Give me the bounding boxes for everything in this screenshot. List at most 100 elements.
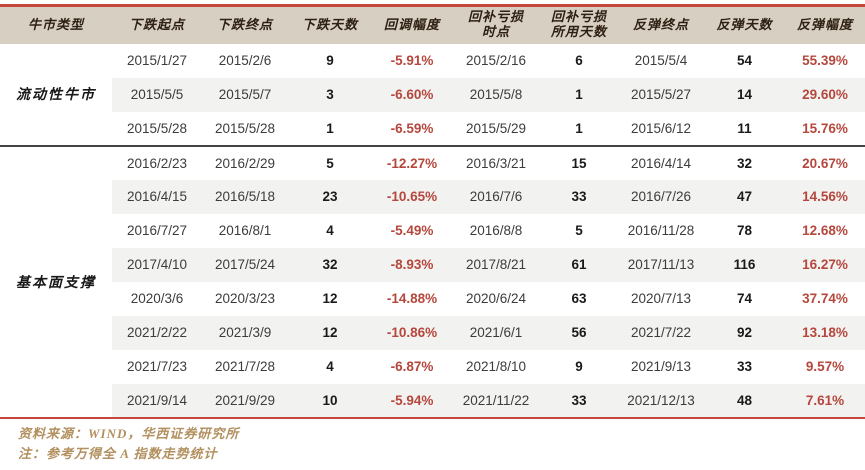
table-row: 2016/7/27 2016/8/1 4 -5.49% 2016/8/8 5 2016/11… xyxy=(0,213,865,248)
pullback-percent: -8.93% xyxy=(372,247,452,282)
loss-recovery-date: 2021/11/22 xyxy=(452,383,540,418)
decline-days: 4 xyxy=(288,349,372,384)
loss-recovery-days: 6 xyxy=(540,43,618,78)
rebound-percent: 29.60% xyxy=(785,77,865,112)
header-bull-market-type: 牛市类型 xyxy=(0,5,112,44)
rebound-percent: 15.76% xyxy=(785,111,865,146)
loss-recovery-date: 2016/7/6 xyxy=(452,179,540,214)
rebound-end-date: 2021/9/13 xyxy=(618,349,704,384)
rebound-percent: 16.27% xyxy=(785,247,865,282)
decline-start-date: 2017/4/10 xyxy=(112,247,202,282)
rebound-days: 32 xyxy=(704,144,785,180)
table-row: 基本面支撑 2016/2/23 2016/2/29 5 -12.27% 2016/3/21… xyxy=(0,144,865,418)
rebound-end-date: 2015/5/4 xyxy=(618,43,704,78)
loss-recovery-date: 2021/8/10 xyxy=(452,349,540,384)
rebound-days: 14 xyxy=(704,77,785,112)
method-note: 注：参考万得全 A 指数走势统计 xyxy=(18,445,218,461)
decline-start-date: 2016/4/15 xyxy=(112,179,202,214)
loss-recovery-days: 15 xyxy=(540,144,618,180)
loss-recovery-days: 9 xyxy=(540,349,618,384)
decline-start-date: 2021/9/14 xyxy=(112,383,202,418)
decline-end-date: 2016/8/1 xyxy=(202,213,288,248)
rebound-end-date: 2021/12/13 xyxy=(618,383,704,418)
table-row: 2016/4/15 2016/5/18 23 -10.65% 2016/7/6 33 201… xyxy=(0,179,865,214)
rebound-end-date: 2015/6/12 xyxy=(618,111,704,146)
decline-days: 32 xyxy=(288,247,372,282)
rebound-end-date: 2017/11/13 xyxy=(618,247,704,282)
table-row: 2021/9/14 2021/9/29 10 -5.94% 2021/11/22 33 20… xyxy=(0,383,865,418)
decline-days: 23 xyxy=(288,179,372,214)
loss-recovery-date: 2016/8/8 xyxy=(452,213,540,248)
decline-start-date: 2015/1/27 xyxy=(112,43,202,78)
header-rebound-days: 反弹天数 xyxy=(704,5,785,44)
loss-recovery-days: 33 xyxy=(540,179,618,214)
decline-days: 4 xyxy=(288,213,372,248)
decline-days: 1 xyxy=(288,111,372,146)
decline-days: 10 xyxy=(288,383,372,418)
rebound-end-date: 2020/7/13 xyxy=(618,281,704,316)
header-decline-end: 下跌终点 xyxy=(202,5,288,44)
loss-recovery-days: 1 xyxy=(540,111,618,146)
page: 牛市类型 下跌起点 下跌终点 下跌天数 回调幅度 回补亏损 时点 回补亏损 所用… xyxy=(0,4,865,470)
group-label: 基本面支撑 xyxy=(0,144,112,418)
table-row: 2021/7/23 2021/7/28 4 -6.87% 2021/8/10 9 2021/… xyxy=(0,349,865,384)
loss-recovery-days: 1 xyxy=(540,77,618,112)
rebound-percent: 13.18% xyxy=(785,315,865,350)
decline-start-date: 2021/2/22 xyxy=(112,315,202,350)
bull-market-pullback-table: 牛市类型 下跌起点 下跌终点 下跌天数 回调幅度 回补亏损 时点 回补亏损 所用… xyxy=(0,4,865,419)
header-rebound-end: 反弹终点 xyxy=(618,5,704,44)
header-decline-start: 下跌起点 xyxy=(112,5,202,44)
loss-recovery-date: 2015/5/8 xyxy=(452,77,540,112)
decline-end-date: 2015/5/7 xyxy=(202,77,288,112)
decline-days: 3 xyxy=(288,77,372,112)
decline-end-date: 2015/5/28 xyxy=(202,111,288,146)
rebound-end-date: 2016/7/26 xyxy=(618,179,704,214)
table-row: 2015/5/28 2015/5/28 1 -6.59% 2015/5/29 1 2015/… xyxy=(0,111,865,146)
pullback-percent: -14.88% xyxy=(372,281,452,316)
table-body: 流动性牛市 2015/1/27 2015/2/6 9 -5.91% 2015/2/16 6 2… xyxy=(0,43,865,418)
rebound-percent: 37.74% xyxy=(785,281,865,316)
decline-start-date: 2015/5/28 xyxy=(112,111,202,146)
pullback-percent: -5.94% xyxy=(372,383,452,418)
pullback-percent: -12.27% xyxy=(372,144,452,180)
decline-end-date: 2021/9/29 xyxy=(202,383,288,418)
source-note: 资料来源：WIND，华西证券研究所 xyxy=(18,425,240,441)
rebound-percent: 20.67% xyxy=(785,144,865,180)
header-decline-days: 下跌天数 xyxy=(288,5,372,44)
rebound-days: 11 xyxy=(704,111,785,146)
decline-end-date: 2021/3/9 xyxy=(202,315,288,350)
decline-start-date: 2020/3/6 xyxy=(112,281,202,316)
rebound-percent: 7.61% xyxy=(785,383,865,418)
decline-end-date: 2016/5/18 xyxy=(202,179,288,214)
decline-days: 9 xyxy=(288,43,372,78)
loss-recovery-date: 2015/2/16 xyxy=(452,43,540,78)
rebound-days: 78 xyxy=(704,213,785,248)
table-row: 2021/2/22 2021/3/9 12 -10.86% 2021/6/1 56 2021… xyxy=(0,315,865,350)
table-header: 牛市类型 下跌起点 下跌终点 下跌天数 回调幅度 回补亏损 时点 回补亏损 所用… xyxy=(0,5,865,44)
decline-start-date: 2015/5/5 xyxy=(112,77,202,112)
loss-recovery-date: 2017/8/21 xyxy=(452,247,540,282)
pullback-percent: -6.87% xyxy=(372,349,452,384)
loss-recovery-date: 2020/6/24 xyxy=(452,281,540,316)
pullback-percent: -10.65% xyxy=(372,179,452,214)
decline-start-date: 2021/7/23 xyxy=(112,349,202,384)
loss-recovery-date: 2015/5/29 xyxy=(452,111,540,146)
rebound-end-date: 2016/4/14 xyxy=(618,144,704,180)
table-row: 2015/5/5 2015/5/7 3 -6.60% 2015/5/8 1 2015/5/2… xyxy=(0,77,865,112)
rebound-percent: 12.68% xyxy=(785,213,865,248)
footnotes: 资料来源：WIND，华西证券研究所 注：参考万得全 A 指数走势统计 xyxy=(0,419,865,464)
decline-end-date: 2017/5/24 xyxy=(202,247,288,282)
header-pullback-percent: 回调幅度 xyxy=(372,5,452,44)
rebound-end-date: 2021/7/22 xyxy=(618,315,704,350)
rebound-end-date: 2015/5/27 xyxy=(618,77,704,112)
decline-end-date: 2020/3/23 xyxy=(202,281,288,316)
header-rebound-percent: 反弹幅度 xyxy=(785,5,865,44)
pullback-percent: -10.86% xyxy=(372,315,452,350)
pullback-percent: -5.91% xyxy=(372,43,452,78)
rebound-end-date: 2016/11/28 xyxy=(618,213,704,248)
rebound-days: 33 xyxy=(704,349,785,384)
loss-recovery-days: 5 xyxy=(540,213,618,248)
rebound-days: 47 xyxy=(704,179,785,214)
decline-end-date: 2016/2/29 xyxy=(202,144,288,180)
loss-recovery-date: 2021/6/1 xyxy=(452,315,540,350)
